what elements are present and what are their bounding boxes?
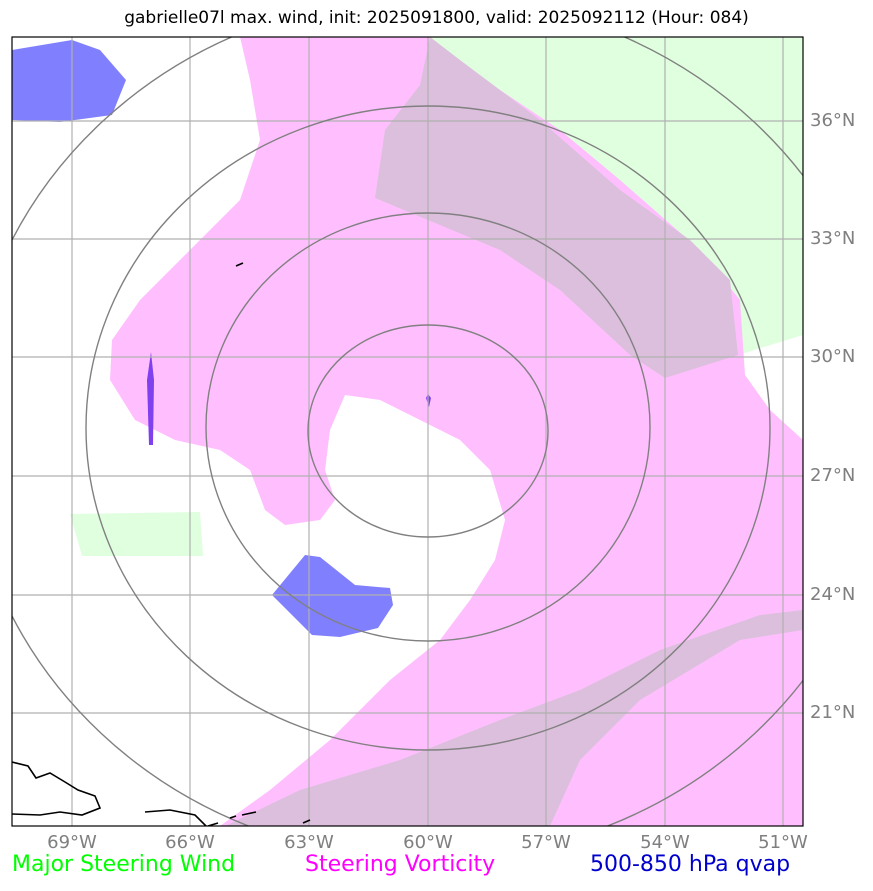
qvap-streak-west bbox=[147, 352, 154, 445]
lon-label-66w: 66°W bbox=[165, 832, 215, 853]
range-rings bbox=[12, 37, 803, 826]
qvap-region-center-south bbox=[272, 555, 393, 637]
graticule bbox=[12, 37, 803, 826]
lon-label-51w: 51°W bbox=[758, 832, 808, 853]
lat-label-33n: 33°N bbox=[810, 228, 856, 249]
legend-steering-vorticity: Steering Vorticity bbox=[305, 852, 496, 877]
qvap-region-nw bbox=[12, 40, 126, 122]
legend-qvap: 500-850 hPa qvap bbox=[590, 852, 791, 877]
map-frame bbox=[11, 36, 804, 827]
lon-label-69w: 69°W bbox=[47, 832, 97, 853]
lat-label-30n: 30°N bbox=[810, 346, 856, 367]
lat-label-27n: 27°N bbox=[810, 465, 856, 486]
lat-label-36n: 36°N bbox=[810, 110, 856, 131]
lon-label-57w: 57°W bbox=[521, 832, 571, 853]
range-ring-2 bbox=[205, 212, 651, 642]
coastline bbox=[12, 262, 311, 826]
lon-label-60w: 60°W bbox=[403, 832, 453, 853]
steering-wind-region-ne bbox=[400, 37, 803, 355]
range-ring-1 bbox=[307, 324, 549, 538]
lat-label-21n: 21°N bbox=[810, 702, 856, 723]
map-title: gabrielle07l max. wind, init: 2025091800… bbox=[124, 8, 749, 28]
vorticity-wind-overlap-south bbox=[225, 610, 803, 826]
lat-label-24n: 24°N bbox=[810, 584, 856, 605]
legend-steering-wind: Major Steering Wind bbox=[12, 852, 236, 877]
steering-wind-region-w bbox=[70, 512, 203, 556]
lon-label-54w: 54°W bbox=[640, 832, 690, 853]
vorticity-wind-overlap-north bbox=[375, 37, 738, 378]
range-ring-3 bbox=[85, 105, 771, 751]
lon-label-63w: 63°W bbox=[284, 832, 334, 853]
